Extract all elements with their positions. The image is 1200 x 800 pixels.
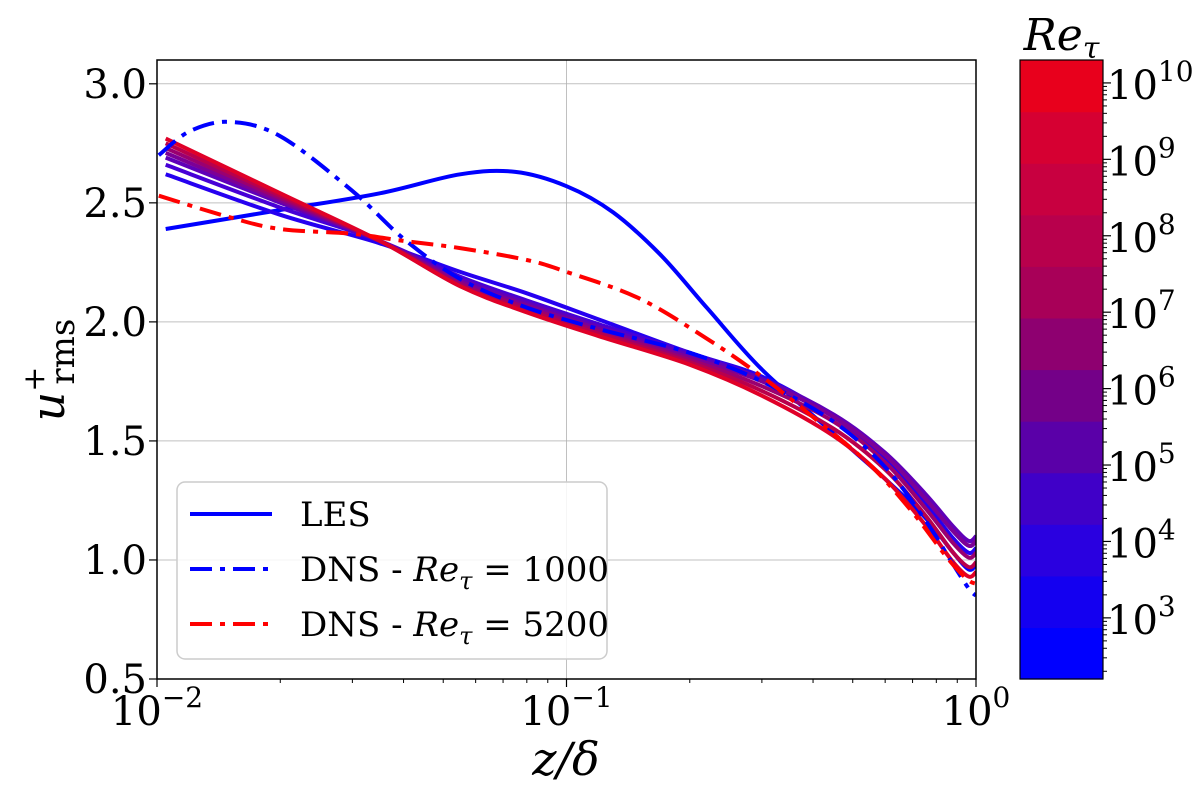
colorbar-segment [1020, 111, 1103, 164]
colorbar-title: Reτ [1023, 10, 1100, 66]
x-tick-label: 100 [942, 681, 1011, 735]
y-tick-label: 2.5 [83, 181, 147, 227]
y-tick-label: 3.0 [83, 62, 147, 108]
y-tick-label: 1.5 [83, 419, 147, 465]
colorbar-tick-label: 105 [1107, 437, 1176, 491]
colorbar-segment [1020, 163, 1103, 216]
colorbar-segment [1020, 317, 1103, 371]
colorbar-segment [1020, 524, 1103, 577]
colorbar-segment [1020, 214, 1103, 267]
series-line-8 [157, 119, 976, 598]
colorbar-segment [1020, 60, 1103, 113]
x-tick-label: 10−1 [520, 681, 612, 735]
legend-label: LES [300, 495, 371, 535]
legend-label: DNS - Reτ = 1000 [300, 550, 609, 595]
legend-box [176, 481, 608, 660]
y-axis-label-sup: + [17, 367, 52, 392]
legend-label: DNS - Reτ = 5200 [300, 605, 609, 650]
x-tick-label: 10−2 [111, 681, 203, 735]
y-axis: 0.5 1.0 1.5 2.0 2.5 3.0 [83, 62, 157, 703]
y-axis-label-main: u [21, 392, 75, 422]
colorbar-segment [1020, 266, 1103, 319]
colorbar-frame [1019, 59, 1104, 680]
series-line-9 [158, 193, 976, 586]
colorbar-segment [1020, 627, 1103, 680]
x-axis: 10−2 10−1 100 [111, 679, 1010, 735]
colorbar-tick-label: 109 [1107, 131, 1176, 185]
colorbar-segment [1020, 472, 1103, 525]
colorbar-tick-label: 1010 [1107, 55, 1194, 109]
x-axis-label: z/δ [531, 732, 599, 786]
colorbar-segment [1020, 575, 1103, 629]
plot-lines [157, 119, 976, 598]
colorbar-tick-label: 107 [1107, 284, 1176, 338]
y-axis-label-sub: rms [43, 319, 83, 385]
legend: LES DNS - Reτ = 1000 DNS - Reτ = 5200 [176, 481, 609, 660]
colorbar-tick-label: 106 [1107, 361, 1176, 415]
colorbar-segment [1020, 369, 1103, 422]
colorbar-segment [1020, 421, 1103, 474]
y-axis-label: u+rms [17, 319, 83, 422]
colorbar-tick-label: 104 [1107, 513, 1176, 567]
svg-text:u+rms: u+rms [17, 319, 83, 422]
colorbar-tick-label: 103 [1107, 590, 1176, 644]
y-tick-label: 0.5 [83, 657, 147, 703]
y-tick-label: 1.0 [83, 538, 147, 584]
colorbar-tick-label: 108 [1107, 208, 1176, 262]
y-tick-label: 2.0 [83, 300, 147, 346]
